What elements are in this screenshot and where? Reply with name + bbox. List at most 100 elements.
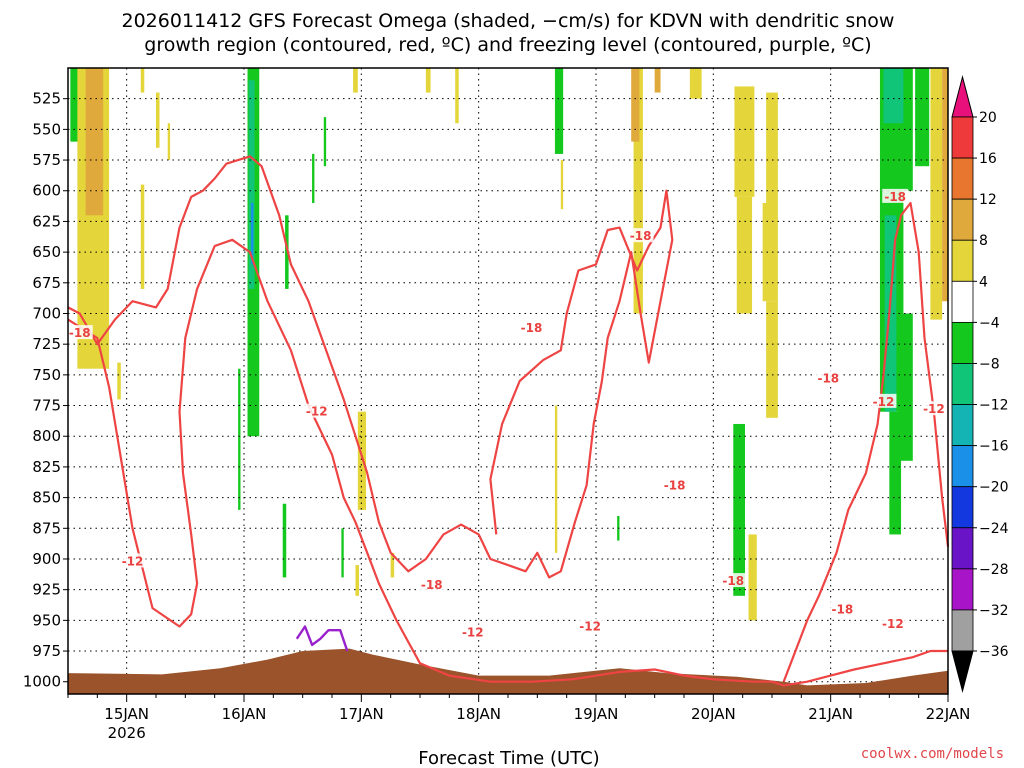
y-tick-label: 775 <box>32 397 61 415</box>
colorbar-tick-label: −32 <box>979 603 1009 619</box>
contour-label-background <box>920 401 947 416</box>
colorbar-tick-label: −8 <box>979 356 1000 372</box>
y-tick-label: 575 <box>32 151 61 169</box>
contour-label: -12 <box>579 619 601 633</box>
x-tick-label: 20JAN <box>691 705 736 723</box>
y-tick-label: 850 <box>32 489 61 507</box>
contour-label: -12 <box>873 395 895 409</box>
contour-label: -18 <box>521 321 543 335</box>
colorbar-segment <box>951 239 974 282</box>
y-tick-label: 900 <box>32 550 61 568</box>
omega-cell <box>341 528 344 578</box>
colorbar: 20 16 12 8 4 −4 −8 −12 −16 −20 −24 −28 −32 −36 <box>951 75 1009 693</box>
y-tick-label: 725 <box>32 335 61 353</box>
colorbar-segment <box>951 527 974 570</box>
omega-cell <box>762 203 778 302</box>
contour-label: -18 <box>832 602 854 616</box>
x-tick-label: 19JAN <box>574 705 619 723</box>
contour-label-background <box>418 576 445 591</box>
contour-label: -18 <box>817 372 839 386</box>
x-axis-label: Forecast Time (UTC) <box>418 748 599 768</box>
omega-cell <box>282 503 287 578</box>
y-tick-label: 625 <box>32 212 61 230</box>
omega-cell <box>554 68 564 154</box>
colorbar-tick-label: −24 <box>979 521 1009 537</box>
colorbar-lower-arrow <box>951 650 974 693</box>
y-tick-label: 525 <box>32 90 61 108</box>
omega-cell <box>748 534 757 621</box>
omega-cell <box>766 92 778 204</box>
colorbar-tick-label: 20 <box>979 110 997 126</box>
contour-label: -12 <box>882 617 904 631</box>
x-tick-label: 16JAN <box>222 705 267 723</box>
omega-cell <box>353 68 358 93</box>
colorbar-tick-label: −36 <box>979 644 1009 660</box>
contour-label: -18 <box>630 229 652 243</box>
colorbar-segment <box>951 280 974 323</box>
contour-label-background <box>119 553 146 568</box>
contour-label: -18 <box>884 190 906 204</box>
contour-label-background <box>66 325 93 340</box>
x-tick-label: 22JAN <box>926 705 971 723</box>
colorbar-tick-label: 8 <box>979 233 988 249</box>
contour-label-background <box>459 624 486 639</box>
contour-label: -18 <box>722 574 744 588</box>
x-tick-sublabel: 2026 <box>108 724 146 742</box>
colorbar-tick-label: −20 <box>979 480 1009 496</box>
y-tick-label: 875 <box>32 519 61 537</box>
x-tick-label: 15JAN <box>104 705 149 723</box>
contour-label-background <box>879 616 906 631</box>
contour-label: -12 <box>306 405 328 419</box>
omega-cell <box>357 411 367 510</box>
omega-cell <box>734 86 755 197</box>
omega-cell <box>251 203 254 265</box>
omega-cell <box>390 552 395 578</box>
y-tick-label: 800 <box>32 427 61 445</box>
omega-cell <box>355 565 359 596</box>
y-tick-label: 600 <box>32 182 61 200</box>
colorbar-tick-label: −16 <box>979 439 1009 455</box>
colorbar-tick-label: −28 <box>979 562 1009 578</box>
omega-cell <box>733 423 746 596</box>
omega-cell <box>323 117 327 167</box>
colorbar-segment <box>951 321 974 364</box>
credit-text: coolwx.com/models <box>861 746 1004 762</box>
colorbar-segment <box>951 157 974 200</box>
colorbar-tick-label: −12 <box>979 398 1009 414</box>
omega-cell <box>631 68 640 142</box>
omega-cell <box>898 313 913 461</box>
omega-cell <box>85 68 104 216</box>
contour-label-background <box>829 601 856 616</box>
omega-cell <box>312 153 315 204</box>
omega-cell <box>248 80 255 289</box>
y-tick-label: 550 <box>32 120 61 138</box>
x-tick-label: 18JAN <box>456 705 501 723</box>
plot-area: -18 -12 -12 -18 -12 -18 -12 -18 -18 -18 -18 -18 -18 -… <box>23 67 971 742</box>
colorbar-segment <box>951 116 974 159</box>
omega-cell <box>889 411 902 535</box>
y-tick-label: 650 <box>32 243 61 261</box>
contour-label: -18 <box>421 578 443 592</box>
omega-cell <box>285 215 289 289</box>
contour-label: -12 <box>462 626 484 640</box>
colorbar-segment <box>951 404 974 447</box>
contour-label-background <box>661 477 688 492</box>
contour-label-background <box>303 403 330 418</box>
omega-cell <box>942 68 948 302</box>
contour-label: -12 <box>122 554 144 568</box>
y-tick-label: 750 <box>32 366 61 384</box>
contour-label-background <box>882 188 909 203</box>
contour-labels: -18 -12 -12 -18 -12 -18 -12 -18 -18 -18 -18 -18 -18 -… <box>66 188 947 640</box>
omega-shading <box>70 68 948 621</box>
omega-cell <box>117 362 121 400</box>
omega-cell <box>930 68 943 320</box>
x-tick-label: 17JAN <box>339 705 384 723</box>
y-tick-label: 975 <box>32 642 61 660</box>
dgz-contour-line <box>67 155 674 579</box>
colorbar-segment <box>951 609 974 652</box>
omega-cell <box>156 92 160 148</box>
contour-label: -18 <box>664 478 686 492</box>
colorbar-upper-arrow <box>951 75 974 118</box>
